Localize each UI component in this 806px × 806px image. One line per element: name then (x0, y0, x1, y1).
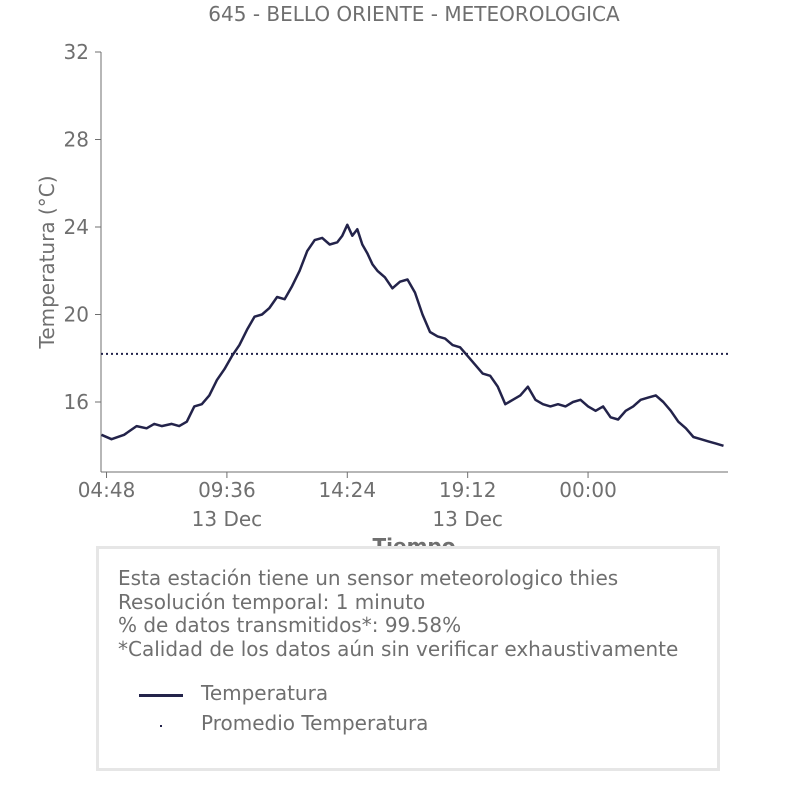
temperature-chart: 645 - BELLO ORIENTE - METEOROLOGICA 16 20… (35, 2, 728, 558)
x-tick-date-label: 13 Dec (432, 507, 503, 531)
info-text: Esta estación tiene un sensor meteorolog… (118, 566, 679, 661)
dotted-line-swatch-icon (160, 725, 162, 727)
plot-area: 16 20 24 28 32 04:48 09:36 13 Dec 14:24 19:12 13 D… (64, 40, 728, 531)
y-tick-label: 16 (64, 390, 89, 414)
x-tick-label: 14:24 (318, 478, 376, 502)
info-sensor-line: Esta estación tiene un sensor meteorolog… (118, 566, 619, 590)
x-tick-date-label: 13 Dec (192, 507, 263, 531)
x-tick-label: 19:12 (439, 478, 497, 502)
temperature-series-line (100, 223, 724, 447)
y-tick-label: 20 (64, 303, 89, 327)
x-tick-label: 04:48 (78, 478, 136, 502)
info-quality-note: *Calidad de los datos aún sin verificar … (118, 636, 679, 661)
info-box: Esta estación tiene un sensor meteorolog… (96, 546, 720, 771)
y-tick-label: 28 (64, 128, 89, 152)
legend-label: Promedio Temperatura (201, 711, 429, 735)
y-axis-label: Temperatura (°C) (35, 175, 59, 349)
legend-label: Temperatura (201, 681, 329, 705)
chart-title: 645 - BELLO ORIENTE - METEOROLOGICA (208, 2, 620, 26)
info-transmitted-line: % de datos transmitidos*: 99.58% (118, 613, 462, 637)
x-tick-label: 00:00 (559, 478, 617, 502)
y-tick-label: 32 (64, 40, 89, 64)
solid-line-swatch-icon (139, 694, 183, 697)
info-resolution-line: Resolución temporal: 1 minuto (118, 589, 426, 614)
y-tick-label: 24 (64, 215, 89, 239)
x-tick-label: 09:36 (198, 478, 256, 502)
